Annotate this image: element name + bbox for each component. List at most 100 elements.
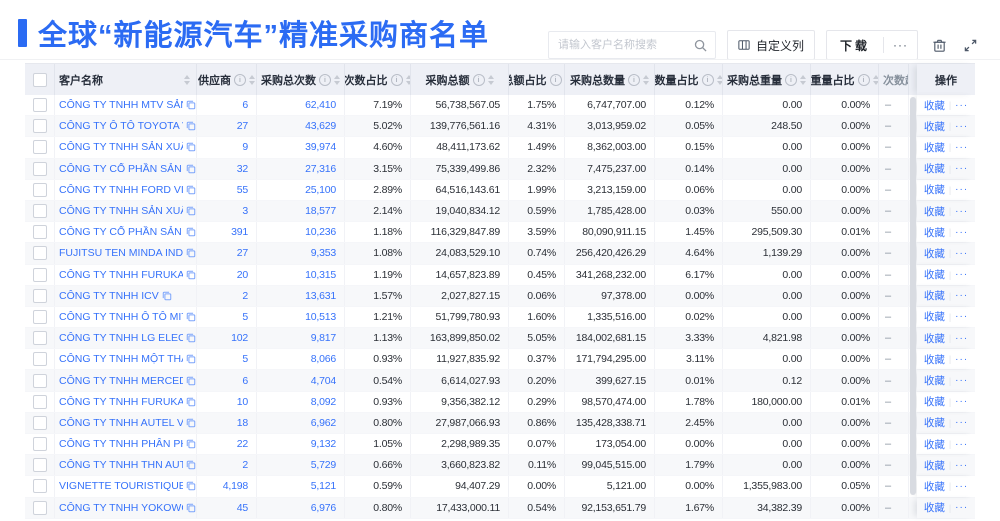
favorite-button[interactable]: 收藏 bbox=[923, 120, 945, 133]
row-checkbox[interactable] bbox=[32, 267, 47, 282]
purchase-times-cell[interactable]: 4,704 bbox=[257, 370, 345, 391]
row-checkbox[interactable] bbox=[32, 309, 47, 324]
supplier-count-cell[interactable]: 3 bbox=[197, 200, 257, 222]
download-button[interactable]: 下载 bbox=[839, 38, 870, 53]
copy-icon[interactable] bbox=[186, 418, 196, 428]
row-more-button[interactable]: ··· bbox=[955, 502, 969, 514]
row-checkbox[interactable] bbox=[32, 331, 47, 346]
purchase-times-cell[interactable]: 6,976 bbox=[257, 497, 345, 518]
row-checkbox[interactable] bbox=[32, 394, 47, 409]
column-header-qty_pct[interactable]: 数量占比 i bbox=[655, 64, 723, 95]
vertical-scrollbar[interactable] bbox=[910, 97, 916, 495]
sort-icon[interactable] bbox=[872, 74, 878, 85]
favorite-button[interactable]: 收藏 bbox=[923, 438, 945, 451]
copy-icon[interactable] bbox=[186, 164, 196, 174]
favorite-button[interactable]: 收藏 bbox=[923, 163, 945, 176]
customer-name-link[interactable]: CÔNG TY TNHH THN AUTOPAR... bbox=[59, 459, 183, 472]
copy-icon[interactable] bbox=[186, 185, 196, 195]
row-more-button[interactable]: ··· bbox=[955, 480, 969, 492]
supplier-count-cell[interactable]: 10 bbox=[197, 391, 257, 412]
row-more-button[interactable]: ··· bbox=[955, 120, 969, 132]
purchase-times-cell[interactable]: 25,100 bbox=[257, 179, 345, 200]
supplier-count-cell[interactable]: 55 bbox=[197, 179, 257, 200]
row-checkbox[interactable] bbox=[32, 458, 47, 473]
customer-name-link[interactable]: CÔNG TY TNHH PHÂN PHỐI T... bbox=[59, 438, 183, 451]
purchase-times-cell[interactable]: 9,817 bbox=[257, 328, 345, 349]
customer-name-link[interactable]: VIGNETTE TOURISTIQUE G UNI... bbox=[59, 480, 183, 493]
customer-name-link[interactable]: CÔNG TY TNHH FORD VIỆT NAM bbox=[59, 183, 183, 196]
purchase-times-cell[interactable]: 39,974 bbox=[257, 137, 345, 158]
favorite-button[interactable]: 收藏 bbox=[923, 226, 945, 239]
supplier-count-cell[interactable]: 2 bbox=[197, 455, 257, 476]
customer-name-link[interactable]: CÔNG TY TNHH AUTEL VIỆT N... bbox=[59, 416, 183, 429]
row-checkbox[interactable] bbox=[32, 373, 47, 388]
sort-icon[interactable] bbox=[249, 74, 255, 85]
row-more-button[interactable]: ··· bbox=[955, 417, 969, 429]
row-checkbox[interactable] bbox=[32, 182, 47, 197]
column-header-amount[interactable]: 采购总额 i bbox=[411, 64, 509, 95]
customer-name-link[interactable]: CÔNG TY TNHH LG ELECTRON... bbox=[59, 332, 183, 345]
column-header-weight[interactable]: 采购总重量 i bbox=[723, 64, 811, 95]
purchase-times-cell[interactable]: 9,353 bbox=[257, 243, 345, 264]
row-checkbox[interactable] bbox=[32, 119, 47, 134]
row-checkbox[interactable] bbox=[32, 352, 47, 367]
download-more-button[interactable]: ··· bbox=[893, 38, 908, 52]
row-more-button[interactable]: ··· bbox=[955, 290, 969, 302]
row-checkbox[interactable] bbox=[32, 98, 47, 113]
info-icon[interactable]: i bbox=[857, 73, 870, 86]
copy-icon[interactable] bbox=[186, 312, 196, 322]
favorite-button[interactable]: 收藏 bbox=[923, 184, 945, 197]
customer-name-link[interactable]: CÔNG TY TNHH Ô TÔ MITSUBI... bbox=[59, 310, 183, 323]
favorite-button[interactable]: 收藏 bbox=[923, 459, 945, 472]
info-icon[interactable]: i bbox=[319, 73, 331, 86]
favorite-button[interactable]: 收藏 bbox=[923, 375, 945, 388]
search-input[interactable] bbox=[555, 38, 694, 52]
search-icon[interactable] bbox=[694, 38, 708, 52]
purchase-times-cell[interactable]: 6,962 bbox=[257, 412, 345, 433]
favorite-button[interactable]: 收藏 bbox=[923, 417, 945, 430]
purchase-times-cell[interactable]: 8,066 bbox=[257, 349, 345, 370]
info-icon[interactable]: i bbox=[785, 73, 797, 86]
customer-name-link[interactable]: CÔNG TY Ô TÔ TOYOTA VIỆT ... bbox=[59, 120, 183, 133]
purchase-times-cell[interactable]: 10,513 bbox=[257, 306, 345, 328]
copy-icon[interactable] bbox=[186, 397, 196, 407]
row-checkbox[interactable] bbox=[32, 140, 47, 155]
column-header-weight_pct[interactable]: 重量占比 i bbox=[811, 64, 879, 95]
row-checkbox[interactable] bbox=[32, 288, 47, 303]
supplier-count-cell[interactable]: 22 bbox=[197, 434, 257, 455]
favorite-button[interactable]: 收藏 bbox=[923, 480, 945, 493]
row-more-button[interactable]: ··· bbox=[955, 184, 969, 196]
copy-icon[interactable] bbox=[186, 376, 196, 386]
info-icon[interactable]: i bbox=[472, 73, 485, 86]
row-checkbox[interactable] bbox=[32, 415, 47, 430]
customer-name-link[interactable]: CÔNG TY TNHH MTV SẢN XUẤ... bbox=[59, 99, 183, 112]
row-checkbox[interactable] bbox=[32, 479, 47, 494]
row-more-button[interactable]: ··· bbox=[955, 311, 969, 323]
supplier-count-cell[interactable]: 18 bbox=[197, 412, 257, 433]
copy-icon[interactable] bbox=[186, 100, 196, 110]
row-more-button[interactable]: ··· bbox=[955, 353, 969, 365]
customer-name-link[interactable]: CÔNG TY TNHH SẢN XUẤT VÀ ... bbox=[59, 141, 183, 154]
favorite-button[interactable]: 收藏 bbox=[923, 502, 945, 515]
copy-icon[interactable] bbox=[186, 121, 196, 131]
copy-icon[interactable] bbox=[186, 227, 196, 237]
copy-icon[interactable] bbox=[186, 439, 196, 449]
row-more-button[interactable]: ··· bbox=[955, 247, 969, 259]
favorite-button[interactable]: 收藏 bbox=[923, 99, 945, 112]
info-icon[interactable]: i bbox=[701, 73, 714, 86]
copy-icon[interactable] bbox=[186, 270, 196, 280]
purchase-times-cell[interactable]: 10,236 bbox=[257, 222, 345, 243]
supplier-count-cell[interactable]: 27 bbox=[197, 116, 257, 137]
supplier-count-cell[interactable]: 102 bbox=[197, 328, 257, 349]
sort-icon[interactable] bbox=[334, 74, 340, 85]
customize-columns-button[interactable]: 自定义列 bbox=[726, 30, 815, 60]
sort-icon[interactable] bbox=[800, 74, 806, 85]
sort-icon[interactable] bbox=[405, 74, 410, 85]
column-header-qty[interactable]: 采购总数量 i bbox=[565, 64, 655, 95]
copy-icon[interactable] bbox=[186, 206, 196, 216]
favorite-button[interactable]: 收藏 bbox=[923, 311, 945, 324]
customer-name-link[interactable]: FUJITSU TEN MINDA INDIA PVT... bbox=[59, 247, 183, 260]
supplier-count-cell[interactable]: 6 bbox=[197, 95, 257, 116]
search-box[interactable] bbox=[547, 31, 716, 59]
supplier-count-cell[interactable]: 5 bbox=[197, 306, 257, 328]
